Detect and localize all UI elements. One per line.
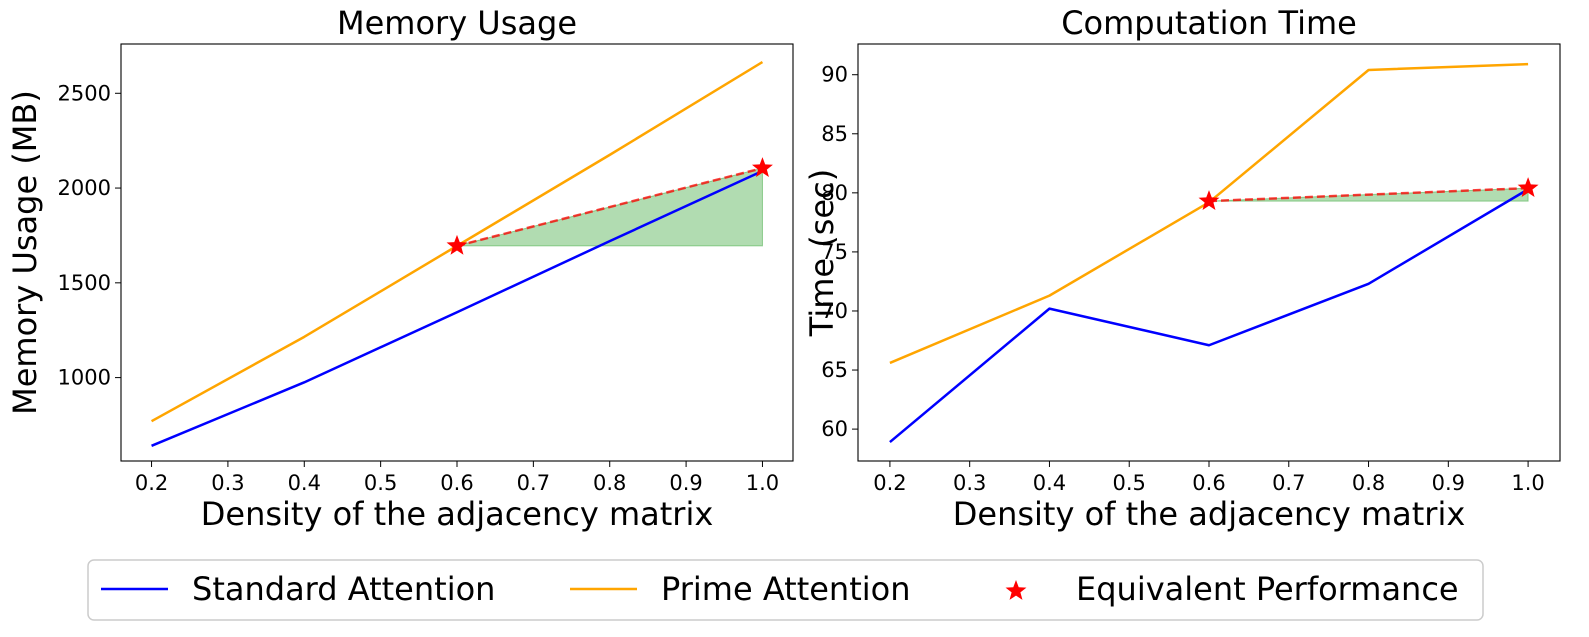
memory-x-tick-label: 0.3 — [211, 471, 244, 495]
memory-usage-chart: 0.2 0.3 0.4 0.5 0.6 0.7 0.8 0.9 1.0 1000 1500 2000 2… — [6, 4, 794, 533]
time-y-tick-label: 65 — [821, 358, 848, 382]
memory-y-tick-label: 2500 — [58, 81, 111, 105]
time-x-tick-label: 0.3 — [953, 471, 986, 495]
time-plot-frame — [857, 43, 1561, 462]
time-series-line-prime-attention — [889, 62, 1529, 365]
legend-frame — [87, 559, 1484, 621]
memory-x-tick-label: 0.7 — [517, 471, 550, 495]
time-y-tick-label: 60 — [821, 417, 848, 441]
time-x-tick-label: 0.5 — [1113, 471, 1146, 495]
time-equivalent-point-star — [1517, 177, 1539, 198]
computation-time-chart: 0.2 0.3 0.4 0.5 0.6 0.7 0.8 0.9 1.0 60 65 70 75 80 85 9… — [803, 4, 1561, 533]
memory-x-tick-label: 0.9 — [669, 471, 702, 495]
time-equivalent-connector — [1208, 186, 1529, 203]
memory-y-axis-label: Memory Usage (MB) — [6, 90, 44, 415]
memory-plot-frame — [120, 43, 794, 462]
memory-equivalent-point-star — [446, 234, 468, 255]
time-y-tick-label: 70 — [821, 299, 848, 323]
time-y-tick-label: 75 — [821, 240, 848, 264]
memory-x-tick-label: 0.4 — [288, 471, 321, 495]
memory-chart-title: Memory Usage — [337, 4, 577, 42]
time-x-tick-label: 0.7 — [1272, 471, 1305, 495]
time-x-tick-label: 0.4 — [1033, 471, 1066, 495]
legend-label-standard-attention: Standard Attention — [192, 570, 495, 608]
time-series-line-standard-attention — [889, 188, 1529, 444]
memory-x-tick-label: 0.8 — [593, 471, 626, 495]
time-x-tick-label: 0.8 — [1352, 471, 1385, 495]
memory-x-tick-label: 0.5 — [364, 471, 397, 495]
time-chart-title: Computation Time — [1061, 4, 1357, 42]
time-equivalent-point-star — [1198, 190, 1220, 211]
memory-x-tick-label: 0.6 — [440, 471, 473, 495]
memory-x-tick-label: 0.2 — [135, 471, 168, 495]
memory-series-line-standard-attention — [151, 169, 763, 447]
memory-equivalent-connector — [456, 166, 763, 248]
memory-x-axis-label: Density of the adjacency matrix — [201, 495, 714, 533]
legend: Standard Attention Prime Attention Equiv… — [87, 559, 1484, 621]
memory-equivalent-point-star — [751, 157, 773, 178]
time-x-tick-label: 1.0 — [1511, 471, 1544, 495]
time-x-axis-label: Density of the adjacency matrix — [953, 495, 1466, 533]
memory-y-tick-label: 2000 — [58, 176, 111, 200]
time-y-tick-label: 80 — [821, 181, 848, 205]
time-x-tick-label: 0.6 — [1192, 471, 1225, 495]
memory-x-tick-label: 1.0 — [746, 471, 779, 495]
time-y-axis-label: Time (sec) — [803, 169, 841, 337]
legend-label-equivalent-performance: Equivalent Performance — [1076, 570, 1459, 608]
time-x-tick-label: 0.9 — [1432, 471, 1465, 495]
legend-label-prime-attention: Prime Attention — [661, 570, 911, 608]
legend-star-icon — [1005, 580, 1027, 600]
memory-y-tick-label: 1500 — [58, 271, 111, 295]
time-y-tick-label: 90 — [821, 63, 848, 87]
time-x-tick-label: 0.2 — [873, 471, 906, 495]
memory-y-tick-label: 1000 — [58, 366, 111, 390]
time-y-tick-label: 85 — [821, 122, 848, 146]
